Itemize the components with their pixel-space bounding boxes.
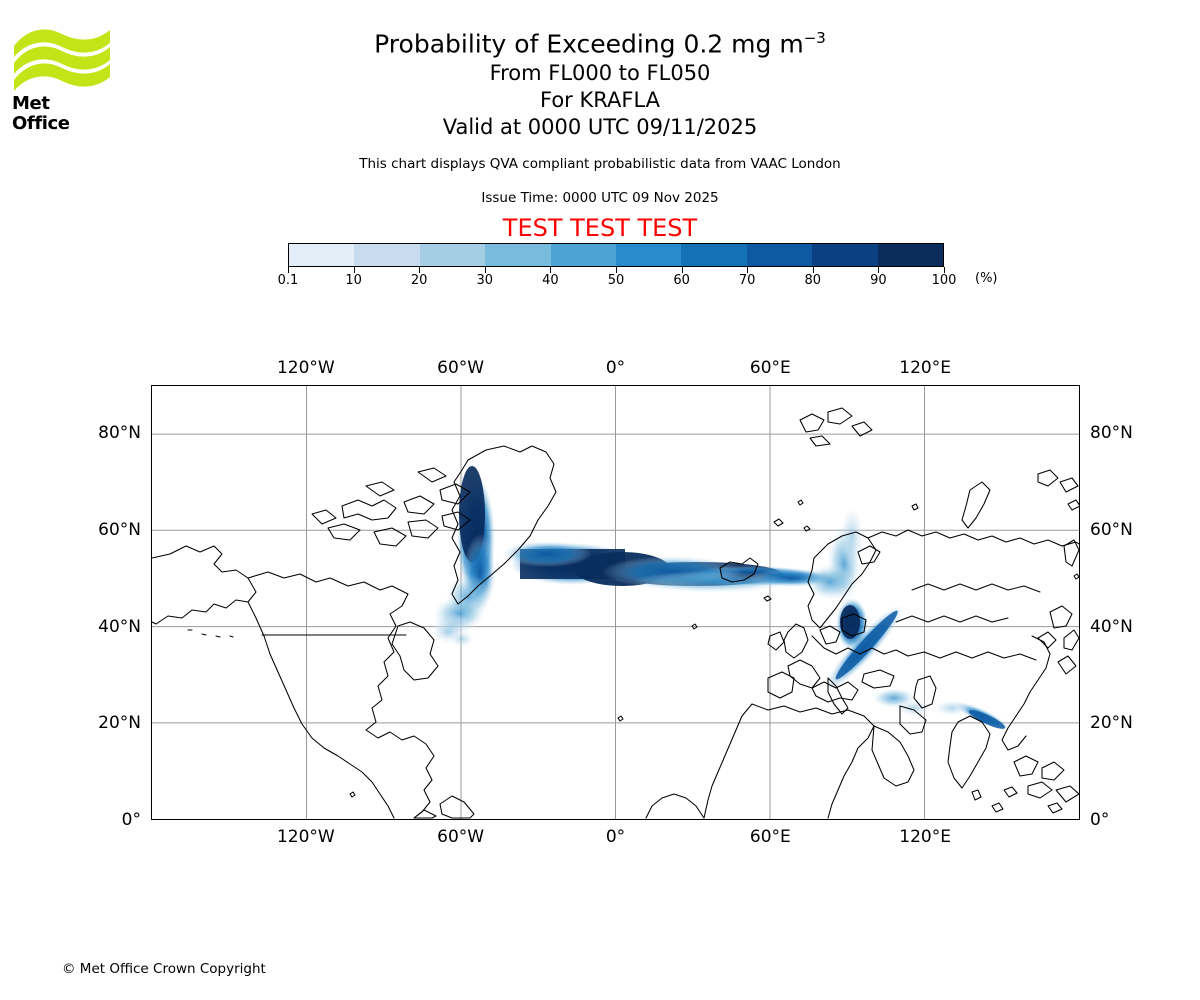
colorbar-tick-8 — [812, 267, 814, 273]
met-office-wave-mark — [14, 29, 110, 91]
colorbar-tick-5 — [616, 267, 617, 273]
colorbar-band-4 — [550, 244, 617, 266]
lon-tick-label-bot-0°: 0° — [605, 827, 626, 847]
colorbar-tick-label-100: 100 — [931, 273, 957, 288]
lon-tick-label-top-120°E: 120°E — [899, 358, 952, 378]
lon-tick-label-bot-60°E: 60°E — [749, 827, 791, 847]
met-office-logo: Met Office — [12, 22, 112, 134]
title-main-text: Probability of Exceeding 0.2 mg m — [374, 29, 804, 59]
colorbar-band-1 — [354, 244, 420, 266]
colorbar-band-3 — [485, 244, 551, 266]
lat-tick-label-left-0°: 0° — [121, 810, 141, 830]
title-exponent: −3 — [803, 29, 826, 47]
lat-tick-label-left-60°N: 60°N — [98, 520, 141, 540]
lat-tick-label-left-80°N: 80°N — [98, 423, 141, 444]
colorbar-tick-6 — [681, 267, 683, 273]
colorbar-unit-label: (%) — [975, 271, 998, 286]
probability-colorbar: 0.1 10 20 30 40 50 60 70 80 90 100 — [278, 243, 956, 288]
ash-probability-plume — [432, 466, 1010, 731]
world-map-plot — [151, 385, 1080, 820]
lon-tick-label-bot-60°W: 60°W — [437, 827, 485, 847]
colorbar-tick-labels: 0.1 10 20 30 40 50 60 70 80 90 100 — [278, 273, 957, 291]
issue-time: Issue Time: 0000 UTC 09 Nov 2025 — [481, 190, 719, 206]
lon-tick-label-bot-120°E: 120°E — [899, 827, 952, 847]
colorbar-band-9 — [877, 244, 944, 266]
map-canvas — [152, 386, 1079, 819]
lat-tick-label-left-40°N: 40°N — [98, 616, 141, 637]
colorbar-band-6 — [681, 244, 747, 266]
lon-tick-label-top-60°W: 60°W — [437, 358, 485, 378]
colorbar-tick-7 — [747, 267, 749, 273]
title-volcano: For KRAFLA — [540, 88, 660, 113]
copyright-notice: © Met Office Crown Copyright — [62, 961, 266, 977]
colorbar-bands — [288, 243, 944, 267]
lat-tick-label-right-40°N: 40°N — [1090, 616, 1133, 637]
map-coastlines — [152, 407, 1079, 819]
met-office-wordmark: Met Office — [12, 93, 70, 134]
colorbar-tick-label-60: 60 — [673, 273, 690, 288]
lat-tick-label-right-60°N: 60°N — [1090, 520, 1133, 540]
chart-title-block: Probability of Exceeding 0.2 mg m−3 From… — [0, 22, 1200, 141]
colorbar-tick-label-40: 40 — [542, 273, 559, 288]
colorbar-tick-label-20: 20 — [410, 273, 428, 288]
colorbar-tick-label-50: 50 — [607, 273, 625, 288]
title-valid-time: Valid at 0000 UTC 09/11/2025 — [442, 115, 758, 140]
colorbar-band-0 — [289, 244, 355, 266]
colorbar-band-5 — [616, 244, 682, 266]
lat-tick-label-right-80°N: 80°N — [1090, 423, 1133, 444]
colorbar-tick-1 — [353, 267, 355, 273]
colorbar-tick-2 — [419, 267, 421, 273]
lon-tick-label-top-60°E: 60°E — [749, 358, 791, 378]
lon-tick-label-top-120°W: 120°W — [276, 358, 335, 378]
colorbar-tick-0 — [288, 267, 289, 273]
colorbar-tick-3 — [484, 267, 486, 273]
lon-tick-label-top-0°: 0° — [605, 358, 626, 378]
test-banner: TEST TEST TEST — [502, 214, 698, 242]
lat-tick-label-right-20°N: 20°N — [1090, 713, 1133, 734]
lat-tick-label-right-0°: 0° — [1090, 810, 1110, 830]
colorbar-tick-label-70: 70 — [738, 273, 756, 288]
colorbar-tick-10 — [944, 267, 945, 273]
lat-tick-label-left-20°N: 20°N — [98, 713, 141, 734]
colorbar-ticks — [288, 267, 945, 275]
page-title: Probability of Exceeding 0.2 mg m−3 — [0, 22, 1200, 60]
title-flight-levels: From FL000 to FL050 — [489, 61, 711, 86]
colorbar-tick-label-10: 10 — [345, 273, 362, 288]
colorbar-band-7 — [746, 244, 813, 266]
colorbar-tick-label-0.1: 0.1 — [277, 273, 299, 288]
colorbar-tick-label-30: 30 — [476, 273, 494, 288]
colorbar-tick-4 — [550, 267, 552, 273]
colorbar-band-2 — [419, 244, 486, 266]
map-gridlines — [152, 386, 1079, 819]
colorbar-band-8 — [812, 244, 878, 266]
colorbar-tick-label-80: 80 — [804, 273, 822, 288]
colorbar-tick-9 — [878, 267, 880, 273]
qva-note: This chart displays QVA compliant probab… — [359, 156, 841, 172]
colorbar-tick-label-90: 90 — [870, 273, 887, 288]
lon-tick-label-bot-120°W: 120°W — [276, 827, 335, 847]
